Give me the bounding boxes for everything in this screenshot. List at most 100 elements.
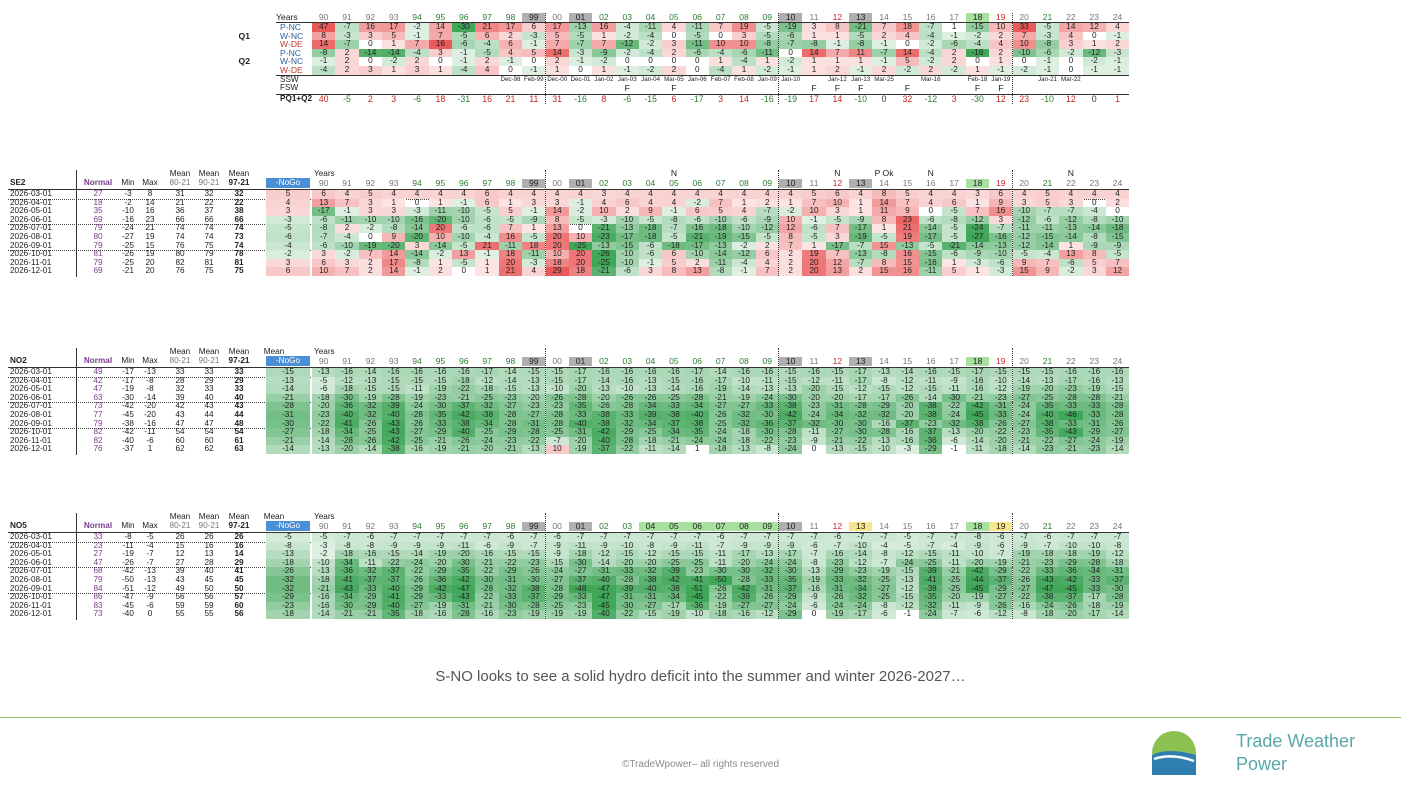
heat-cell: 0 (1091, 197, 1097, 207)
year-header: 20 (1019, 356, 1029, 366)
q2-cell: -6 (732, 48, 756, 58)
q2-cell: -1 (779, 65, 803, 75)
ssw-cell: Jan-03 (617, 75, 637, 83)
year-header: 02 (599, 178, 609, 188)
col-mean1: 80-21 (169, 178, 191, 187)
heat-cell: 18 (498, 250, 523, 259)
heat-cell: -24 (708, 436, 733, 446)
heat-cell: 1 (802, 241, 826, 251)
row-mean2: 62 (204, 444, 214, 454)
heat-cell: -6 (475, 224, 499, 233)
heat-cell: -38 (592, 419, 616, 429)
row-max: -13 (144, 566, 156, 576)
q2-cell: 2 (475, 57, 499, 66)
row-min: -51 (122, 583, 134, 593)
q1-cell: 4 (662, 22, 686, 32)
heat-cell: 7 (1035, 258, 1060, 268)
heat-cell: -25 (662, 558, 686, 568)
heat-cell: -37 (779, 419, 803, 429)
q1-cell: -5 (755, 31, 779, 41)
row-date: 2026-05-01 (10, 206, 52, 216)
q2-cell: 0 (624, 56, 630, 66)
heat-cell: -41 (919, 575, 943, 585)
heat-cell: -51 (685, 584, 709, 594)
row-nogo: -3 (266, 215, 310, 225)
heat-cell: -26 (708, 584, 733, 594)
row-min: -19 (122, 384, 134, 394)
heat-cell: -15 (545, 367, 569, 377)
heat-cell: -9 (1082, 241, 1106, 251)
ssw-cell: Feb-18 (967, 75, 988, 83)
heat-cell: -19 (568, 610, 593, 619)
heat-cell: 3 (965, 189, 990, 199)
heat-cell: -19 (989, 558, 1013, 568)
heat-cell: -12 (849, 558, 873, 568)
heat-cell: -7 (755, 207, 779, 216)
col-mean3-top: Mean (228, 512, 250, 521)
heat-cell: -15 (382, 550, 406, 559)
year-header: 21 (1042, 521, 1053, 531)
heat-cell: 1 (522, 224, 546, 233)
pq-cell: 12 (995, 93, 1006, 104)
year-header: 01 (568, 522, 593, 531)
heat-cell: -30 (779, 567, 803, 576)
heat-cell: 21 (475, 241, 499, 251)
heat-cell: -13 (849, 250, 873, 259)
heat-cell: -7 (1059, 207, 1083, 216)
heat-cell: -3 (522, 258, 546, 268)
q2-cell: 0 (694, 56, 700, 66)
year-header: 99 (522, 357, 546, 366)
row-mean2: 40 (204, 566, 214, 576)
q2-cell: -1 (1035, 65, 1060, 75)
heat-cell: -24 (755, 393, 779, 403)
heat-cell: -11 (522, 250, 546, 259)
year-header: 07 (715, 12, 726, 22)
heat-cell: 7 (755, 267, 779, 276)
row-mean1: 59 (175, 600, 185, 610)
heat-cell: -18 (312, 428, 336, 437)
row-min: -50 (122, 575, 134, 584)
heat-cell: -6 (1059, 258, 1083, 268)
heat-cell: -17 (708, 376, 733, 386)
heat-cell: -6 (802, 541, 826, 551)
heat-cell: -5 (802, 232, 826, 242)
heat-cell: -17 (849, 610, 873, 619)
heat-cell: -24 (965, 224, 990, 233)
heat-cell: -22 (475, 567, 499, 576)
heat-cell: -7 (1035, 207, 1060, 216)
year-header: 11 (809, 12, 819, 22)
heat-cell: -12 (895, 550, 920, 559)
years-label: Years (314, 169, 335, 178)
row-mean3: 45 (234, 575, 244, 584)
heat-cell: -14 (965, 436, 990, 446)
heat-cell: -30 (568, 558, 593, 568)
fsw-cell: F (811, 83, 817, 94)
heat-cell: -14 (662, 385, 686, 394)
heat-cell: -28 (475, 584, 499, 594)
heat-cell: -27 (825, 428, 850, 437)
heat-cell: -23 (1035, 558, 1060, 568)
heat-cell: -6 (825, 532, 850, 542)
heat-cell: -16 (895, 436, 920, 446)
heat-cell: -23 (919, 419, 943, 429)
heat-cell: -10 (452, 215, 476, 225)
heat-cell: 10 (825, 198, 850, 208)
heat-cell: -9 (779, 541, 803, 551)
q1-cell: -1 (942, 31, 966, 41)
year-header: 12 (832, 356, 843, 366)
row-max: -13 (144, 575, 156, 584)
q1-cell: -3 (1035, 31, 1060, 41)
row-normal: 86 (93, 592, 103, 602)
pq-cell: 17 (809, 93, 819, 104)
q1-cell: -11 (638, 22, 663, 32)
heat-cell: -4 (872, 541, 896, 551)
heat-cell: -35 (685, 428, 709, 437)
ssw-cell: Dec-98 (500, 75, 521, 83)
heat-cell: -19 (428, 445, 453, 454)
heat-cell: -33 (358, 584, 383, 594)
heat-cell: -3 (895, 445, 920, 454)
heat-cell: 4 (382, 189, 406, 199)
row-normal: 82 (93, 427, 103, 437)
q2-cell: -1 (452, 57, 476, 66)
heat-cell: 4 (522, 189, 546, 199)
